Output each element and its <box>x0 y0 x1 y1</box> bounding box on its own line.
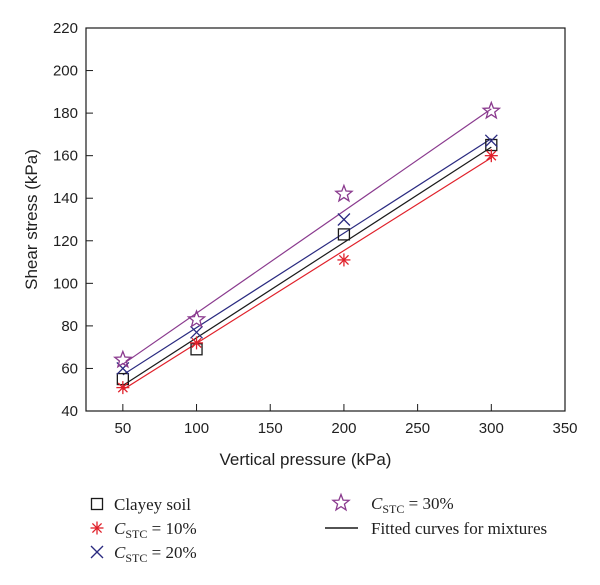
point-series-4-300 <box>481 100 502 120</box>
fit-line-series-3 <box>122 138 492 376</box>
x-axis-label: Vertical pressure (kPa) <box>220 450 392 469</box>
legend: Clayey soil CSTC = 10%CSTC = 20% CSTC = 30… <box>90 492 547 565</box>
legend-label-series-3: CSTC = 20% <box>114 543 197 565</box>
point-series-2-200 <box>337 253 351 267</box>
point-series-2-300 <box>484 149 498 163</box>
point-series-2-50 <box>116 381 130 395</box>
plot-area <box>113 100 502 395</box>
legend-marker-series-1 <box>90 497 104 511</box>
y-tick-label: 60 <box>61 360 78 377</box>
x-tick-label: 100 <box>184 420 209 437</box>
plot-frame <box>85 27 566 412</box>
y-tick-label: 140 <box>53 190 78 207</box>
legend-marker-series-2 <box>90 521 104 535</box>
y-tick-label: 220 <box>53 20 78 37</box>
point-series-1-200 <box>337 228 351 241</box>
point-series-3-100 <box>190 325 203 339</box>
point-series-4-200 <box>334 183 354 203</box>
y-tick-label: 120 <box>53 233 78 250</box>
y-tick-label: 80 <box>61 318 78 335</box>
point-series-4-50 <box>113 349 133 369</box>
point-series-4-100 <box>186 309 207 328</box>
y-tick-label: 160 <box>53 148 78 165</box>
x-tick-label: 300 <box>479 420 504 437</box>
y-tick-label: 180 <box>53 105 78 122</box>
fit-line-series-2 <box>122 157 492 391</box>
fit-line-series-1 <box>122 146 492 386</box>
legend-marker-series-4 <box>331 492 351 512</box>
y-tick-label: 100 <box>53 275 78 292</box>
legend-label-series-1: Clayey soil <box>114 495 191 514</box>
point-series-2-100 <box>190 336 204 350</box>
y-tick-label: 200 <box>53 63 78 80</box>
legend-marker-series-3 <box>90 545 104 559</box>
legend-label-series-2: CSTC = 10% <box>114 519 197 541</box>
x-tick-label: 250 <box>405 420 430 437</box>
legend-label-series-4: CSTC = 30% <box>371 494 454 516</box>
x-tick-label: 50 <box>115 420 132 437</box>
axes: 50 100 150 200 250 300 350 40 60 80 100 120 140 160 18… <box>22 20 578 469</box>
y-tick-label: 40 <box>61 403 78 420</box>
point-series-3-200 <box>337 213 351 226</box>
y-axis-label: Shear stress (kPa) <box>22 149 41 290</box>
legend-label-fit: Fitted curves for mixtures <box>371 519 547 538</box>
x-tick-label: 150 <box>258 420 283 437</box>
x-tick-label: 200 <box>331 420 356 437</box>
fit-line-series-4 <box>122 108 492 365</box>
x-tick-label: 350 <box>552 420 577 437</box>
point-series-3-300 <box>484 134 498 148</box>
